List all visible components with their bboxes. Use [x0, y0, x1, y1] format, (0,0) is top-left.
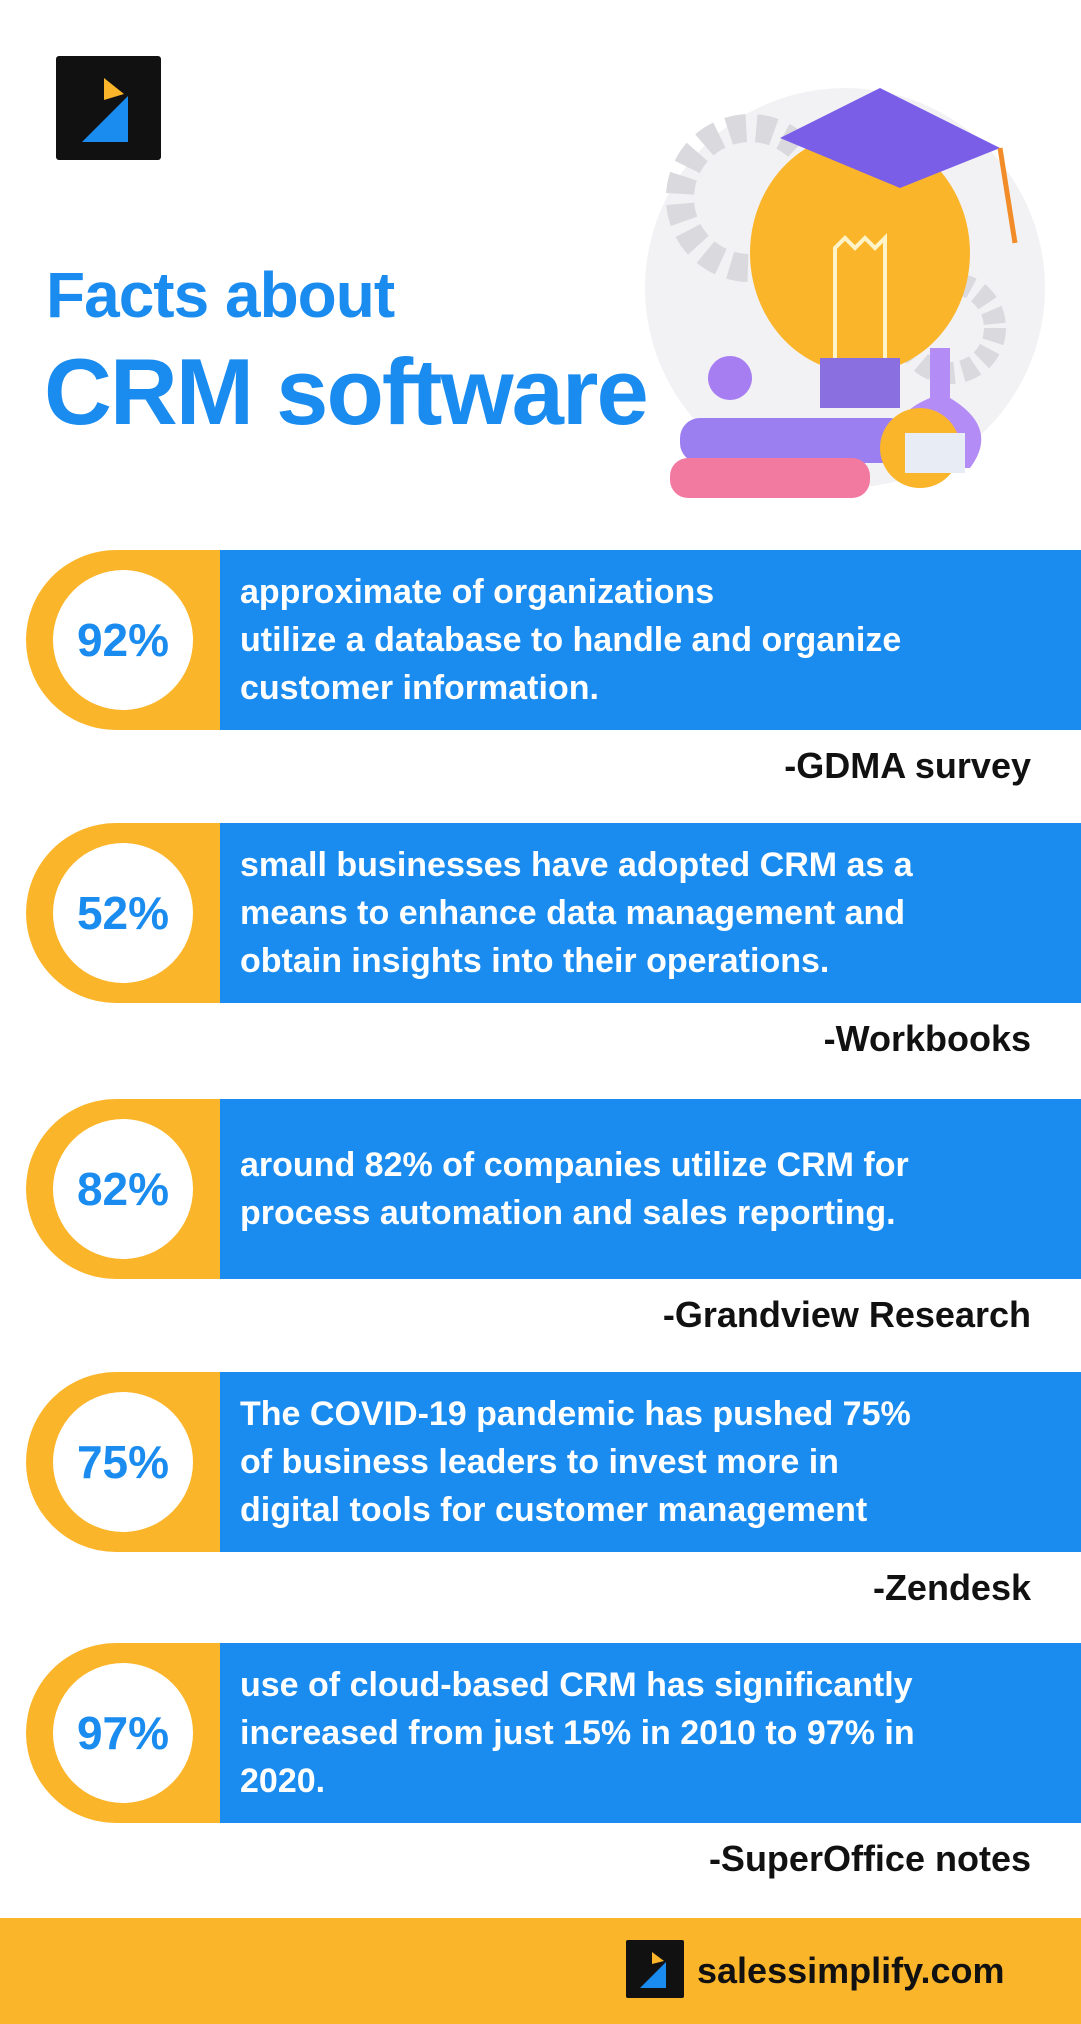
logo [56, 56, 161, 160]
fact-source: -Grandview Research [662, 1294, 1031, 1335]
fact-text-line: around 82% of companies utilize CRM for [240, 1146, 909, 1184]
stat-badge: 92% [26, 550, 256, 730]
title-line2: CRM software [44, 339, 649, 444]
fact-source: -GDMA survey [784, 745, 1031, 786]
stat-value: 82% [53, 1119, 193, 1259]
fact-text-line: approximate of organizations [240, 573, 715, 611]
fact-text-line: process automation and sales reporting. [240, 1194, 896, 1232]
stat-badge: 82% [26, 1099, 256, 1279]
fact-box: small businesses have adopted CRM as a me… [220, 823, 1081, 1003]
stat-badge: 97% [26, 1643, 256, 1823]
stat-value: 75% [53, 1392, 193, 1532]
fact-source: -Zendesk [872, 1567, 1031, 1608]
fact-text-line: The COVID-19 pandemic has pushed 75% [240, 1395, 911, 1433]
stat-value: 52% [53, 843, 193, 983]
fact-box: use of cloud-based CRM has significantly… [220, 1643, 1081, 1823]
illustration [645, 88, 1045, 498]
fact-text-line: customer information. [240, 669, 599, 707]
stat-value: 92% [53, 570, 193, 710]
fact-source: -Workbooks [823, 1018, 1031, 1059]
fact-text-line: of business leaders to invest more in [240, 1443, 839, 1481]
title-line1: Facts about [46, 259, 395, 331]
fact-source: -SuperOffice notes [708, 1838, 1031, 1879]
footer [0, 1918, 1081, 2024]
stat-value: 97% [53, 1663, 193, 1803]
fact-box: The COVID-19 pandemic has pushed 75% of b… [220, 1372, 1081, 1552]
footer-site: salessimplify.com [697, 1950, 1005, 1991]
stat-badge: 75% [26, 1372, 256, 1552]
footer-logo [626, 1940, 684, 1998]
fact-text-line: small businesses have adopted CRM as a [240, 846, 913, 884]
fact-text-line: 2020. [240, 1762, 326, 1800]
fact-text-line: use of cloud-based CRM has significantly [240, 1666, 913, 1704]
fact-text-line: digital tools for customer management [240, 1491, 868, 1529]
fact-box: around 82% of companies utilize CRM for p… [220, 1099, 1081, 1279]
fact-text-line: obtain insights into their operations. [240, 942, 830, 980]
fact-text-line: utilize a database to handle and organiz… [240, 621, 902, 659]
fact-text-line: increased from just 15% in 2010 to 97% i… [240, 1714, 915, 1752]
fact-box: approximate of organizations utilize a da… [220, 550, 1081, 730]
fact-text-line: means to enhance data management and [240, 894, 906, 932]
stat-badge: 52% [26, 823, 256, 1003]
